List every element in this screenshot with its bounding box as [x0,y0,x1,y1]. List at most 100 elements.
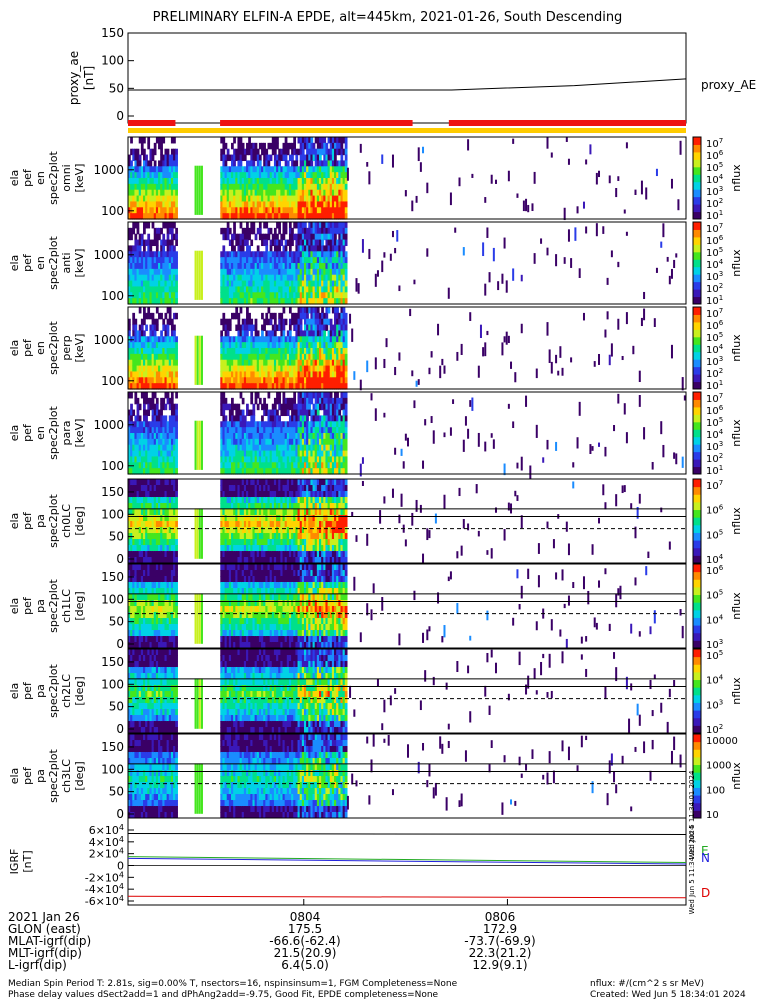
spec-cell [325,421,329,428]
colorbar-frame [692,306,702,390]
spec-cell [256,178,260,185]
spec-cell [308,227,312,235]
spec-cell [342,222,346,229]
spec-cell [168,318,172,326]
spec-cell [301,409,305,417]
spec-cell [149,160,153,167]
spec-cell [160,330,163,337]
spec-cell [166,371,170,378]
spec-cell [301,207,305,214]
spec-cell [241,280,245,288]
spec-cell [228,444,232,452]
spec-cell [675,253,678,258]
spec-cell [164,377,168,384]
spec-cell [323,330,327,337]
spec-cell [276,450,279,458]
spec-cell [235,251,239,258]
spec-cell [256,201,260,208]
spec-cell [342,392,346,399]
spec-cell [310,444,314,452]
spec-cell [233,183,236,191]
spec-cell [336,292,339,299]
spec-cell [258,365,262,373]
spec-cell [226,527,230,534]
spec-cell [293,251,296,258]
spec-cell [269,318,273,326]
spec-cell [220,421,224,428]
spec-cell [338,239,342,247]
spec-cell [231,160,234,167]
spec-cell [276,172,279,179]
spec-cell [248,263,251,270]
spec-cell [327,274,331,282]
spec-cell [140,450,144,458]
spec-cell [164,403,168,411]
spec-cell [267,415,271,422]
spec-cell [143,257,146,264]
spec-cell [297,468,301,475]
spec-cell [336,251,339,258]
spec-cell [226,503,230,510]
spec-cell [280,195,284,203]
spec-cell [323,207,327,214]
spec-cell [228,491,232,498]
spec-cell [153,521,157,528]
spec-cell [166,342,170,349]
spec-cell [243,268,247,276]
spec-cell [293,403,296,411]
spec-cell [239,342,243,349]
spec-cell [173,207,176,214]
spec-cell [312,371,316,378]
spec-cell [340,312,344,320]
spec-cell [314,233,318,241]
spec-cell [340,172,344,179]
spec-cell [155,245,159,252]
spec-cell [132,557,136,564]
spec-cell [151,433,155,440]
spec-cell [138,539,142,546]
spec-cell [164,509,168,516]
spec-cell [147,245,151,252]
spec-cell [284,142,288,150]
spec-cell [273,160,277,167]
spec-cell [235,427,239,434]
spec-cell [301,160,305,167]
spec-cell [319,324,322,332]
spec-cell [301,239,305,247]
spec-cell [228,539,232,546]
spec-cell [282,286,286,293]
spec-cell [297,183,301,191]
spec-cell [226,195,230,203]
spec-cell [344,268,348,276]
spec-cell [293,280,296,288]
spec-cell [263,298,266,305]
spec-cell [147,307,151,314]
spec-cell [233,274,236,282]
spec-cell [237,497,241,504]
spec-cell [149,383,153,390]
spec-cell [291,409,294,417]
spec-cell [299,142,303,150]
spec-cell [164,324,168,332]
spec-cell [340,263,344,270]
spec-cell [243,497,247,504]
spec-cell [226,479,230,486]
spec-cell [233,497,236,504]
spec-cell [224,485,228,492]
spec-cell [314,160,318,167]
spec-cell [128,415,131,422]
spec-cell [267,359,271,367]
spec-cell [134,383,138,390]
spec-cell [265,183,269,191]
spec-cell [145,392,148,399]
spec-cell [269,456,273,463]
spec-cell [321,189,324,197]
spec-cell [239,160,243,167]
spec-cell [334,427,337,434]
spec-cell [222,551,226,558]
spec-cell [314,292,318,299]
spec-cell [220,189,224,197]
spec-cell [151,359,155,367]
spec-cell [280,342,284,349]
spec-cell [323,251,327,258]
